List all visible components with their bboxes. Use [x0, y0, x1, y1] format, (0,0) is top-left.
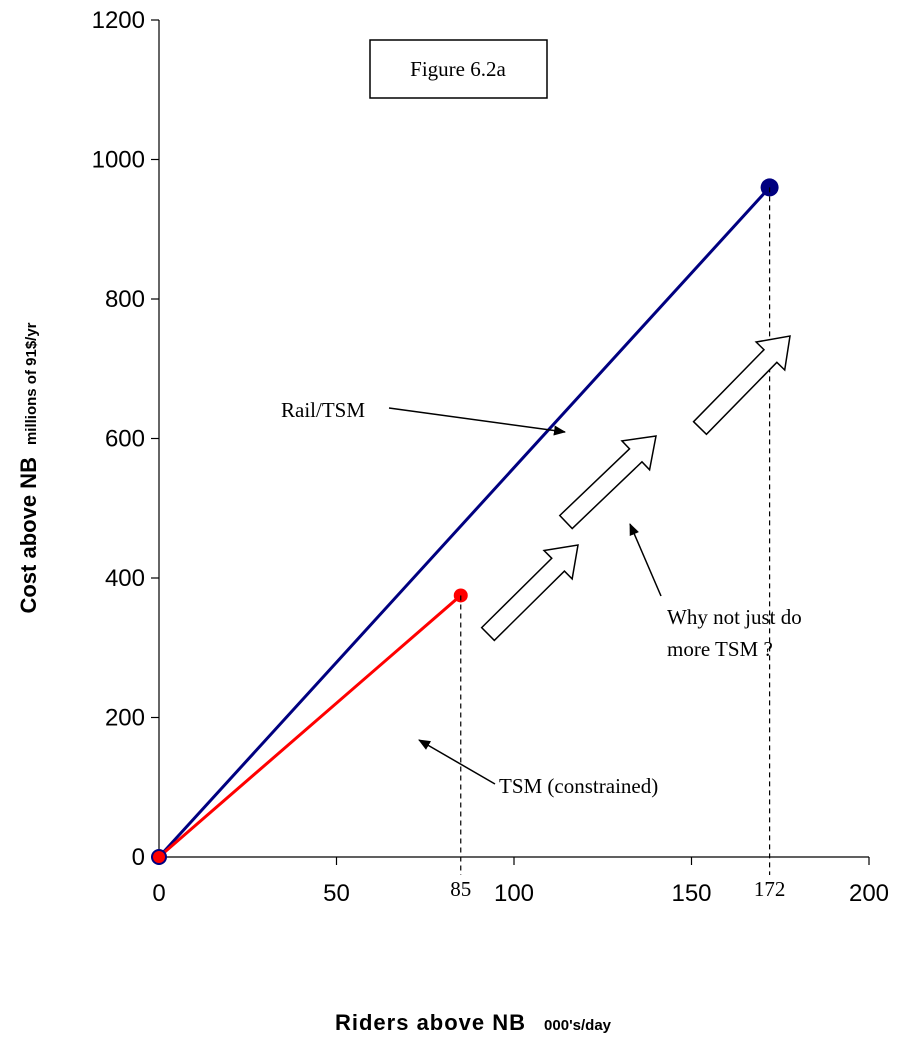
annotation-rail-tsm-arrow — [388, 407, 566, 436]
block-arrow — [692, 335, 791, 436]
drop-lines — [460, 187, 771, 875]
x-axis-title: Riders above NB 000's/day — [335, 1010, 612, 1035]
x-tick-label: 0 — [152, 880, 165, 907]
x-tick-label: 150 — [671, 880, 711, 907]
annotation-tsm-constrained-arrow — [418, 739, 496, 785]
x-ticks: 0 50 100 150 200 — [152, 857, 889, 907]
marker-label: 172 — [754, 877, 786, 901]
x-axis-title-main: Riders above NB — [335, 1010, 526, 1035]
y-tick-label: 400 — [105, 565, 145, 592]
x-tick-label: 100 — [494, 880, 534, 907]
y-axis-title: Cost above NB millions of 91$/yr — [16, 322, 41, 613]
series-line — [158, 594, 462, 859]
series-point — [153, 851, 165, 863]
y-axis-title-main: Cost above NB — [16, 457, 41, 613]
marker-labels: 85 172 — [450, 877, 785, 901]
y-tick-label: 800 — [105, 286, 145, 313]
y-tick-label: 1000 — [92, 147, 145, 174]
marker-label: 85 — [450, 877, 471, 901]
y-tick-label: 200 — [105, 705, 145, 732]
series-line — [157, 186, 771, 859]
block-arrow — [558, 435, 657, 530]
y-tick-label: 600 — [105, 426, 145, 453]
y-axis-title-unit: millions of 91$/yr — [23, 322, 40, 445]
annotation-tsm-constrained: TSM (constrained) — [499, 774, 658, 798]
annotation-why-line2: more TSM ? — [667, 637, 773, 661]
y-ticks: 0 200 400 600 800 1000 1200 — [92, 7, 159, 871]
series-layer — [151, 178, 779, 865]
block-arrow — [480, 544, 579, 642]
annotation-rail-tsm: Rail/TSM — [281, 398, 365, 422]
x-tick-label: 50 — [323, 880, 350, 907]
figure-label-box — [369, 39, 548, 99]
annotation-why-line1: Why not just do — [667, 605, 802, 629]
block-arrows — [480, 335, 791, 642]
annotation-why-arrow — [629, 523, 662, 597]
figure-label: Figure 6.2a — [410, 57, 506, 81]
y-tick-label: 0 — [132, 844, 145, 871]
axes — [158, 20, 869, 858]
y-tick-label: 1200 — [92, 7, 145, 34]
x-axis-title-unit: 000's/day — [544, 1017, 612, 1034]
x-tick-label: 200 — [849, 880, 889, 907]
